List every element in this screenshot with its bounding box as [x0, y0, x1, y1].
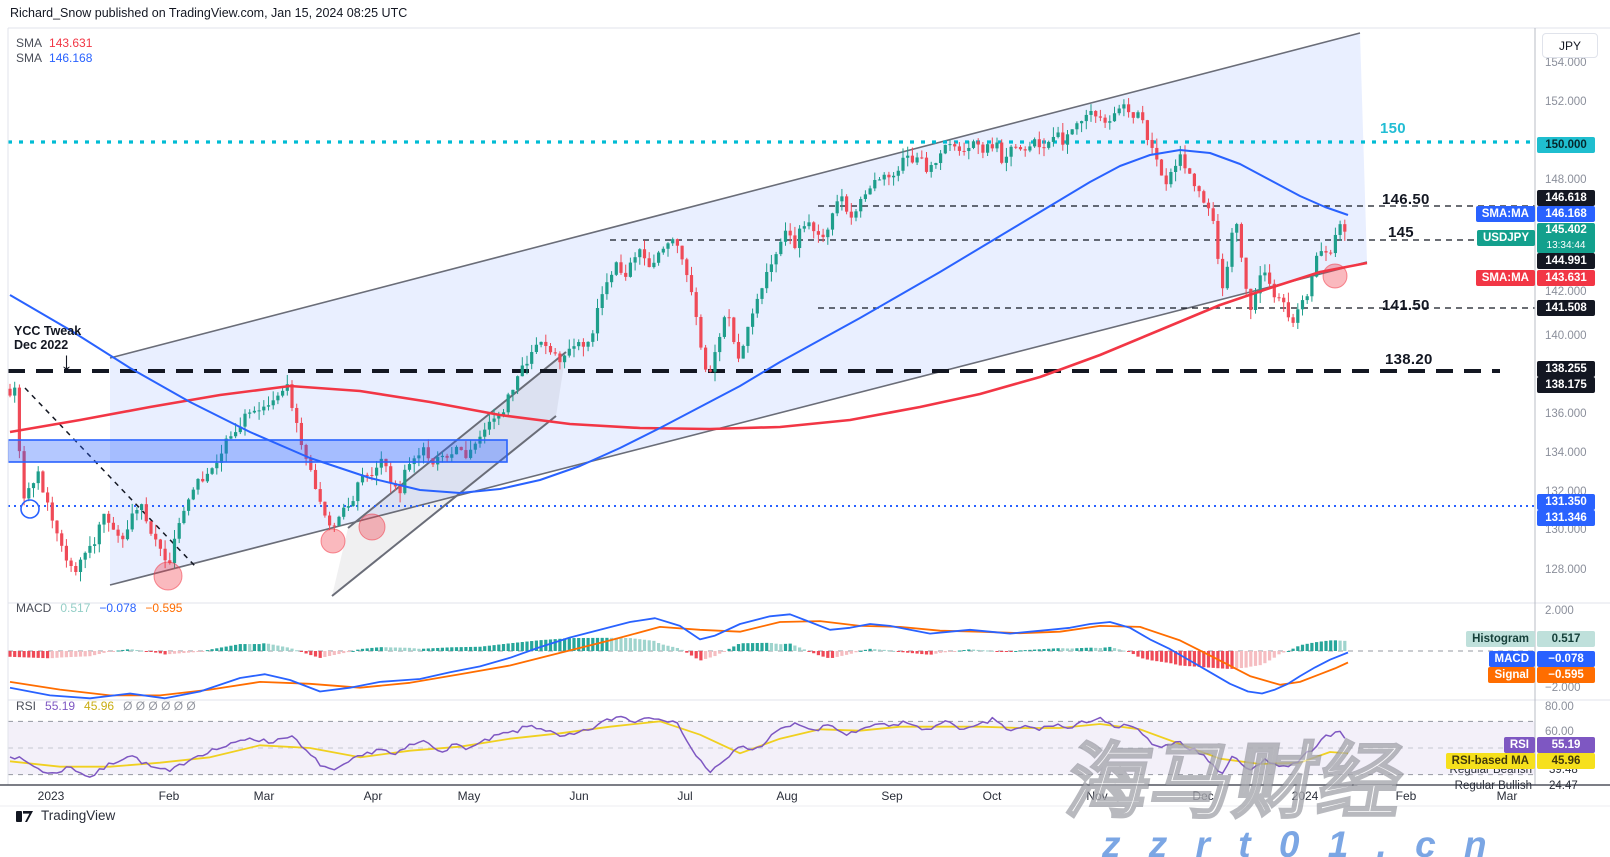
- sma-label: SMA: [16, 36, 43, 50]
- price-badge-131.346: 131.346: [1537, 510, 1595, 526]
- time-label-jun: Jun: [569, 789, 589, 803]
- rsi-badge-rsi-based-ma-tag: RSI-based MA: [1445, 753, 1535, 769]
- rsi-value: 55.19: [45, 699, 76, 713]
- price-badge-143.631-tag: SMA:MA: [1475, 270, 1535, 286]
- price-badge-143.631: 143.631: [1537, 270, 1595, 286]
- price-tick-154.000: 154.000: [1545, 57, 1587, 69]
- rsi-badge-rsi: 55.19: [1537, 737, 1595, 753]
- sma-legend-1[interactable]: SMA 143.631: [16, 36, 92, 50]
- rsi-status-row[interactable]: RSI 55.19 45.96 Ø Ø Ø Ø Ø Ø: [16, 699, 196, 713]
- price-badge-146.168-tag: SMA:MA: [1475, 206, 1535, 222]
- level-label-138-20[interactable]: 138.20: [1385, 351, 1433, 368]
- tradingview-logo[interactable]: TradingView: [16, 808, 115, 823]
- price-badge-144.991: 144.991: [1537, 253, 1595, 269]
- macd-hist-value: 0.517: [60, 601, 91, 615]
- price-badge-146.168: 146.168: [1537, 206, 1595, 222]
- macd-tick-2.000: 2.000: [1545, 605, 1574, 617]
- price-tick-148.000: 148.000: [1545, 174, 1587, 186]
- time-label-sep: Sep: [881, 789, 903, 803]
- macd-line-value: −0.078: [99, 601, 137, 615]
- macd-badge-signal: −0.595: [1537, 667, 1595, 683]
- macd-badge-signal-tag: Signal: [1488, 667, 1535, 683]
- ycc-tweak-note[interactable]: YCC Tweak Dec 2022: [14, 324, 82, 352]
- macd-badge-macd: −0.078: [1537, 651, 1595, 667]
- sma-value: 143.631: [49, 36, 93, 50]
- sma-legend-2[interactable]: SMA 146.168: [16, 51, 92, 65]
- price-badge-150.000: 150.000: [1537, 137, 1595, 153]
- price-tick-152.000: 152.000: [1545, 96, 1587, 108]
- price-badge-145.402: 145.402 13:34:44: [1537, 223, 1595, 253]
- macd-signal-value: −0.595: [145, 601, 183, 615]
- time-label-jul: Jul: [677, 789, 693, 803]
- sma-value: 146.168: [49, 51, 93, 65]
- rsi-tick-60.00: 60.00: [1545, 726, 1574, 738]
- macd-tick-−2.000: −2.000: [1545, 682, 1581, 694]
- price-tick-142.000: 142.000: [1545, 286, 1587, 298]
- macd-badge-histogram: 0.517: [1537, 631, 1595, 647]
- time-label-feb: Feb: [158, 789, 180, 803]
- time-label-2024: 2024: [1291, 789, 1319, 803]
- time-label-nov: Nov: [1086, 789, 1108, 803]
- price-tick-136.000: 136.000: [1545, 408, 1587, 420]
- publish-header: Richard_Snow published on TradingView.co…: [10, 6, 408, 20]
- time-label-may: May: [457, 789, 481, 803]
- divergence-label-regular-bullish: Regular Bullish: [1454, 780, 1532, 792]
- rsi-label: RSI: [16, 699, 37, 713]
- macd-badge-macd-tag: MACD: [1488, 651, 1535, 667]
- price-tick-134.000: 134.000: [1545, 447, 1587, 459]
- level-label-145[interactable]: 145: [1388, 224, 1414, 241]
- sma-label: SMA: [16, 51, 43, 65]
- price-badge-131.350: 131.350: [1537, 494, 1595, 510]
- price-badge-141.508: 141.508: [1537, 300, 1595, 316]
- price-badge-145.402-tag: USDJPY: [1476, 230, 1535, 246]
- price-tick-128.000: 128.000: [1545, 564, 1587, 576]
- macd-label: MACD: [16, 601, 52, 615]
- time-label-mar: Mar: [253, 789, 275, 803]
- time-label-feb: Feb: [1395, 789, 1417, 803]
- price-tick-140.000: 140.000: [1545, 330, 1587, 342]
- macd-status-row[interactable]: MACD 0.517 −0.078 −0.595: [16, 601, 182, 615]
- macd-badge-histogram-tag: Histogram: [1466, 631, 1535, 647]
- divergence-value: 24.47: [1549, 780, 1578, 792]
- time-label-dec: Dec: [1192, 789, 1214, 803]
- rsi-badge-rsi-tag: RSI: [1503, 737, 1535, 753]
- tradingview-logo-icon: [16, 811, 33, 822]
- price-tick-130.000: 130.000: [1545, 524, 1587, 536]
- rsi-empty-slots: Ø Ø Ø Ø Ø Ø: [123, 699, 196, 713]
- price-badge-146.618: 146.618: [1537, 190, 1595, 206]
- rsi-badge-rsi-based-ma: 45.96: [1537, 753, 1595, 769]
- price-badge-138.175: 138.175: [1537, 377, 1595, 393]
- time-label-2023: 2023: [37, 789, 65, 803]
- down-arrow-icon: ↓: [60, 346, 73, 376]
- rsi-ma-value: 45.96: [84, 699, 115, 713]
- level-label-150[interactable]: 150: [1380, 120, 1406, 137]
- level-label-146-50[interactable]: 146.50: [1382, 191, 1430, 208]
- price-badge-138.255: 138.255: [1537, 361, 1595, 377]
- level-label-141-50[interactable]: 141.50: [1382, 297, 1430, 314]
- time-label-mar: Mar: [1496, 789, 1518, 803]
- time-label-apr: Apr: [363, 789, 383, 803]
- time-label-aug: Aug: [776, 789, 798, 803]
- rsi-tick-80.00: 80.00: [1545, 701, 1574, 713]
- time-label-oct: Oct: [982, 789, 1002, 803]
- currency-scale-button[interactable]: JPY: [1542, 33, 1598, 58]
